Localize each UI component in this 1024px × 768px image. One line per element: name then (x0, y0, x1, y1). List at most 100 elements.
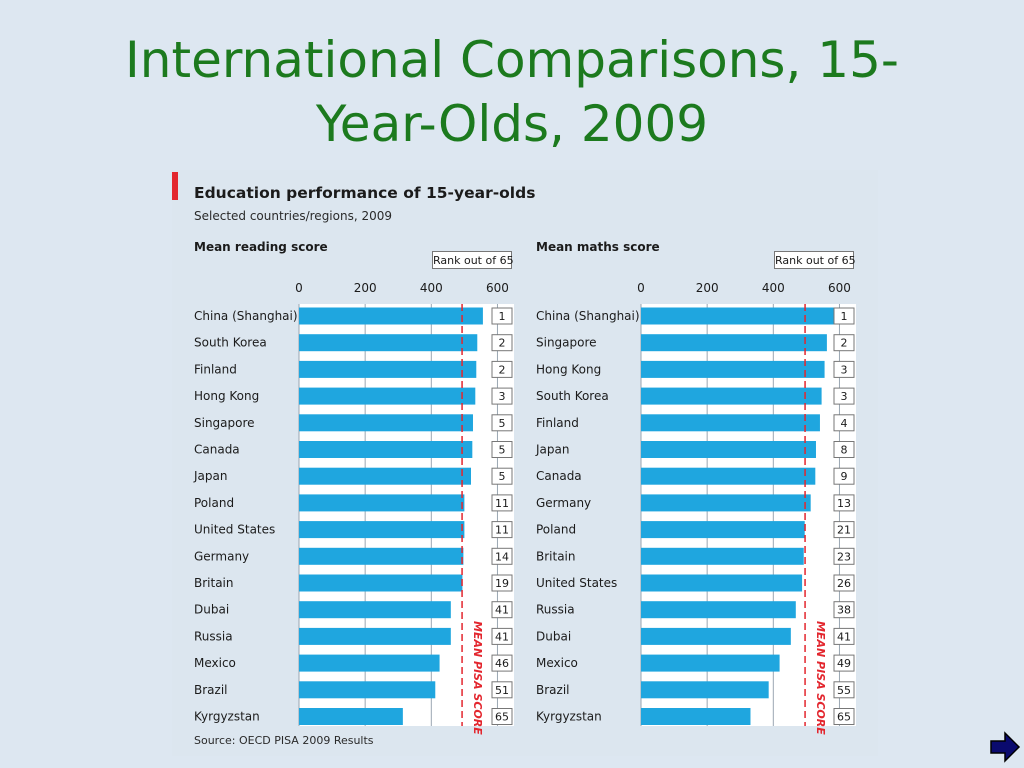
rank-value: 14 (495, 550, 509, 563)
rank-value: 5 (499, 417, 506, 430)
bar (641, 681, 769, 699)
rank-box (833, 441, 855, 458)
category-label: Dubai (194, 603, 229, 617)
bar (641, 708, 751, 725)
rank-value: 19 (495, 577, 509, 590)
infographic-subtitle: Selected countries/regions, 2009 (194, 209, 393, 223)
rank-value: 2 (841, 337, 848, 350)
next-slide-button[interactable] (988, 730, 1022, 764)
rank-box (833, 387, 855, 405)
x-tick-label: 200 (696, 281, 719, 295)
category-label: Kyrgyzstan (536, 710, 602, 724)
bar (641, 441, 816, 458)
rank-box (833, 547, 855, 565)
category-label: Mexico (194, 656, 236, 670)
rank-value: 41 (837, 630, 851, 643)
bar (299, 414, 473, 432)
category-label: Finland (536, 416, 579, 430)
category-label: Singapore (194, 416, 255, 430)
rank-box (833, 574, 855, 592)
maths-chart-title: Mean maths score (536, 240, 660, 254)
bar (641, 574, 803, 592)
rank-value: 1 (499, 310, 506, 323)
rank-value: 46 (495, 657, 509, 670)
rank-value: 3 (841, 363, 848, 376)
bar (299, 547, 464, 565)
rank-box (491, 441, 513, 458)
x-tick-label: 400 (762, 281, 785, 295)
bar (641, 627, 791, 645)
category-label: Hong Kong (194, 389, 259, 403)
bar (299, 467, 471, 485)
rank-value: 9 (841, 470, 848, 483)
rank-value: 38 (837, 604, 851, 617)
category-label: China (Shanghai) (194, 309, 298, 323)
category-label: Canada (194, 443, 240, 457)
category-label: United States (194, 523, 275, 537)
category-label: Dubai (536, 629, 571, 643)
category-label: South Korea (194, 336, 267, 350)
rank-box (491, 414, 513, 432)
category-label: Britain (194, 576, 234, 590)
rank-value: 5 (499, 470, 506, 483)
reading-chart-title: Mean reading score (194, 240, 328, 254)
rank-box (491, 387, 513, 405)
rank-value: 2 (499, 363, 506, 376)
bar (299, 494, 465, 512)
maths-chart: 0 200 400 600 China (Shanghai) 1 Singapore 2 Hon… (535, 281, 856, 735)
rank-box (491, 654, 513, 672)
reading-chart: 0 200 400 600 China (Shanghai) 1 South Korea 2 F… (193, 281, 514, 735)
infographic-title: Education performance of 15-year-olds (194, 184, 536, 202)
x-tick-label: 600 (828, 281, 851, 295)
bar (641, 467, 816, 485)
bar (641, 494, 811, 512)
category-label: Russia (194, 629, 233, 643)
bar (641, 360, 825, 378)
bar (299, 441, 473, 458)
rank-value: 21 (837, 524, 851, 537)
bar (299, 334, 478, 352)
bar (299, 387, 476, 405)
rank-value: 55 (837, 684, 851, 697)
maths-panel: Mean maths score Rank out of 65 0 200 400 6… (534, 240, 856, 735)
category-label: Germany (536, 496, 591, 510)
category-label: Russia (536, 603, 575, 617)
rank-box (491, 521, 513, 539)
rank-box (833, 681, 855, 699)
rank-box (491, 307, 513, 325)
category-label: Brazil (194, 683, 228, 697)
rank-value: 1 (841, 310, 848, 323)
infographic: Education performance of 15-year-olds Se… (172, 170, 878, 756)
x-tick-label: 400 (420, 281, 443, 295)
x-tick-label: 600 (486, 281, 509, 295)
bar (299, 627, 451, 645)
rank-value: 51 (495, 684, 509, 697)
rank-value: 41 (495, 630, 509, 643)
rank-box (833, 627, 855, 645)
category-label: Germany (194, 549, 249, 563)
rank-value: 3 (841, 390, 848, 403)
rank-value: 8 (841, 444, 848, 457)
bar (299, 360, 477, 378)
rank-value: 41 (495, 604, 509, 617)
rank-box (833, 307, 855, 325)
mean-pisa-annotation: MEAN PISA SCORE (471, 621, 484, 735)
bar (299, 574, 463, 592)
rank-box (833, 334, 855, 352)
category-label: Hong Kong (536, 362, 601, 376)
rank-box (491, 467, 513, 485)
rank-value: 13 (837, 497, 851, 510)
x-tick-label: 200 (354, 281, 377, 295)
rank-box (491, 708, 513, 725)
bar (641, 654, 780, 672)
category-label: Japan (535, 443, 569, 457)
category-label: Japan (193, 469, 227, 483)
rank-box (833, 521, 855, 539)
rank-value: 65 (495, 711, 509, 724)
rank-box (491, 574, 513, 592)
maths-rank-header: Rank out of 65 (774, 251, 856, 269)
bar (299, 307, 483, 325)
rank-box (491, 494, 513, 512)
bar (641, 601, 796, 619)
x-tick-label: 0 (637, 281, 645, 295)
